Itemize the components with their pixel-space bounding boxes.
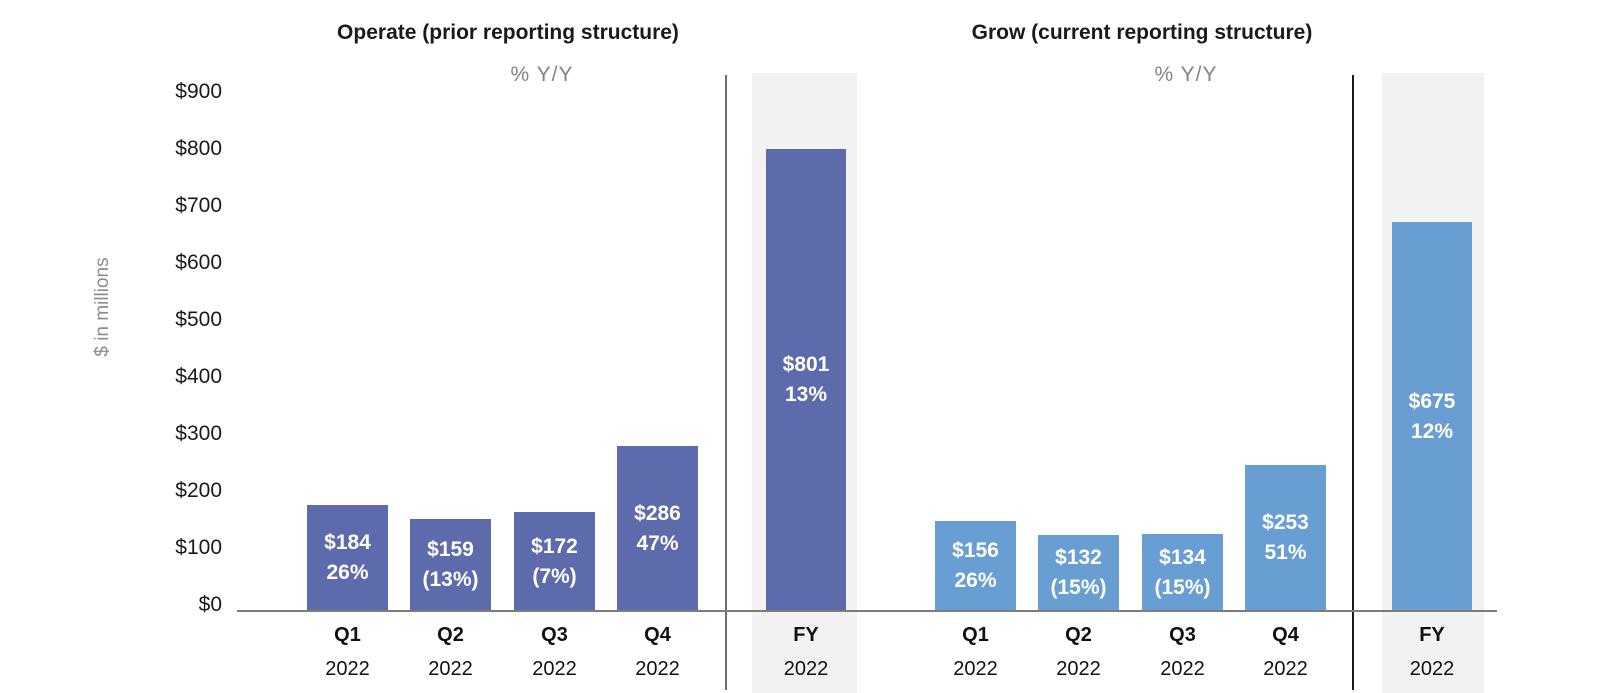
bar-q4-2022: $286 47% — [617, 446, 698, 611]
bar-value-label: $172 (7%) — [531, 534, 578, 588]
bar-q3-2022: $134 (15%) — [1142, 534, 1223, 611]
x-tick-q1-2022: Q1 2022 — [325, 622, 370, 682]
x-tick-period: Q4 — [644, 624, 671, 646]
bar-fy-2022: $801 13% — [766, 149, 846, 611]
x-tick-q3-2022: Q3 2022 — [532, 622, 577, 682]
panel-subtitle-yoy-right: % Y/Y — [1154, 63, 1218, 86]
x-tick-period: Q2 — [437, 624, 464, 646]
bar-q2-2022: $132 (15%) — [1038, 535, 1119, 611]
x-tick-year: 2022 — [783, 658, 829, 680]
x-tick-period: Q3 — [1169, 624, 1196, 646]
x-tick-period: Q2 — [1065, 624, 1092, 646]
x-axis-line — [237, 610, 1497, 612]
bar-q3-2022: $172 (7%) — [514, 512, 595, 611]
bar-q1-2022: $156 26% — [935, 521, 1016, 611]
y-tick-label: $100 — [175, 536, 222, 559]
x-tick-year: 2022 — [635, 658, 680, 680]
y-tick-label: $800 — [175, 137, 222, 160]
x-tick-year: 2022 — [1160, 658, 1205, 680]
bar-fy-2022: $675 12% — [1392, 222, 1472, 611]
x-tick-year: 2022 — [532, 658, 577, 680]
y-tick-label: $0 — [198, 593, 222, 616]
x-tick-period: Q1 — [334, 624, 361, 646]
y-tick-label: $700 — [175, 194, 222, 217]
bar-value-label: $134 (15%) — [1154, 545, 1211, 599]
bar-q4-2022: $253 51% — [1245, 465, 1326, 611]
bar-value-label: $801 13% — [782, 353, 830, 406]
x-tick-year: 2022 — [325, 658, 370, 680]
x-tick-year: 2022 — [953, 658, 998, 680]
y-tick-label: $400 — [175, 365, 222, 388]
panel-title-operate: Operate (prior reporting structure) — [337, 21, 679, 44]
x-tick-period: FY — [1419, 624, 1445, 646]
x-tick-q2-2022: Q2 2022 — [428, 622, 473, 682]
bar-q2-2022: $159 (13%) — [410, 519, 491, 611]
panel-subtitle-yoy-left: % Y/Y — [510, 63, 574, 86]
x-tick-fy-2022: FY 2022 — [784, 622, 829, 682]
fy-divider-line-left — [725, 75, 727, 690]
bar-value-label: $159 (13%) — [422, 538, 479, 591]
bar-value-label: $156 26% — [952, 539, 999, 592]
x-tick-period: Q4 — [1272, 624, 1299, 646]
y-tick-label: $900 — [175, 80, 222, 103]
x-tick-q2-2022: Q2 2022 — [1056, 622, 1101, 682]
x-tick-q3-2022: Q3 2022 — [1160, 622, 1205, 682]
x-tick-year: 2022 — [1409, 658, 1455, 680]
y-tick-label: $200 — [175, 479, 222, 502]
x-tick-year: 2022 — [1263, 658, 1308, 680]
y-tick-label: $500 — [175, 308, 222, 331]
x-tick-fy-2022: FY 2022 — [1410, 622, 1455, 682]
bar-q1-2022: $184 26% — [307, 505, 388, 611]
x-tick-year: 2022 — [1056, 658, 1101, 680]
x-tick-period: Q3 — [541, 624, 568, 646]
bar-value-label: $184 26% — [324, 531, 371, 584]
x-tick-q1-2022: Q1 2022 — [953, 622, 998, 682]
x-tick-q4-2022: Q4 2022 — [1263, 622, 1308, 682]
panel-title-grow: Grow (current reporting structure) — [971, 21, 1313, 44]
x-tick-period: FY — [793, 624, 819, 646]
bar-value-label: $132 (15%) — [1050, 546, 1107, 599]
bar-value-label: $286 47% — [634, 501, 681, 555]
x-tick-q4-2022: Q4 2022 — [635, 622, 680, 682]
y-tick-label: $600 — [175, 251, 222, 274]
x-tick-period: Q1 — [962, 624, 989, 646]
bar-value-label: $253 51% — [1262, 511, 1309, 564]
x-tick-year: 2022 — [428, 658, 473, 680]
y-tick-label: $300 — [175, 422, 222, 445]
fy-divider-line-right — [1352, 75, 1354, 690]
bar-value-label: $675 12% — [1408, 389, 1456, 443]
